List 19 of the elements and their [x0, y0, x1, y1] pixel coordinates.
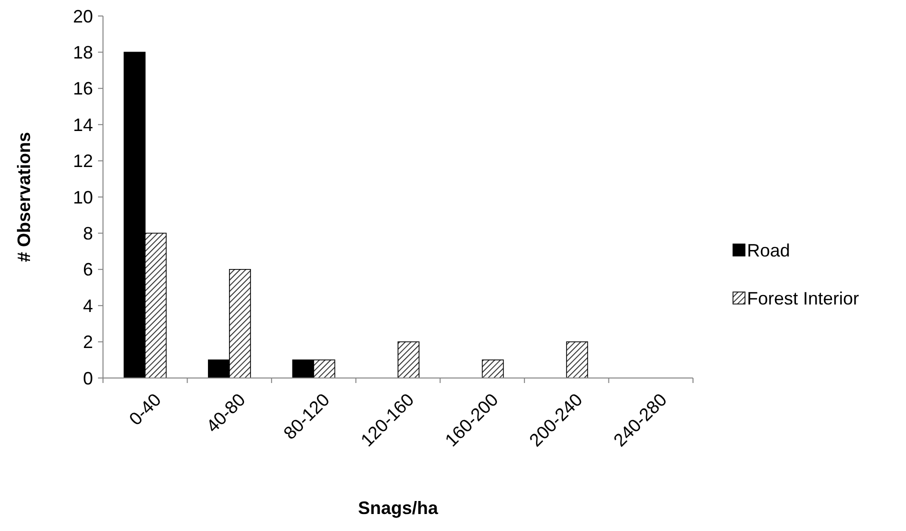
y-tick-label: 2	[82, 332, 93, 352]
y-tick-label: 20	[72, 6, 93, 26]
y-tick-label: 16	[72, 78, 93, 99]
bar	[566, 341, 588, 378]
y-tick-label: 14	[72, 114, 93, 135]
legend-label: Road	[747, 240, 790, 260]
y-tick-label: 6	[82, 260, 93, 280]
legend-label: Forest Interior	[747, 288, 860, 308]
bar	[398, 341, 420, 378]
y-tick-label: 12	[72, 151, 93, 172]
y-tick-label: 8	[82, 224, 93, 244]
x-tick-label: 0-40	[125, 390, 165, 430]
x-axis-title: Snags/ha	[358, 498, 439, 518]
y-tick-label: 0	[82, 368, 93, 388]
y-tick-label: 18	[72, 42, 93, 62]
y-tick-label: 4	[82, 296, 93, 316]
y-tick-label: 10	[72, 187, 93, 208]
bar	[482, 360, 504, 378]
y-axis-title: # Observations	[14, 132, 34, 262]
